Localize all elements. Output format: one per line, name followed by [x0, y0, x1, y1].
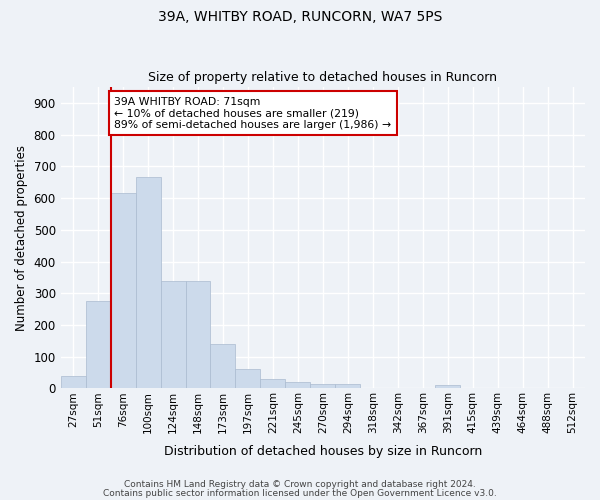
Bar — [310, 384, 335, 388]
Text: 39A WHITBY ROAD: 71sqm
← 10% of detached houses are smaller (219)
89% of semi-de: 39A WHITBY ROAD: 71sqm ← 10% of detached… — [115, 96, 391, 130]
Bar — [86, 301, 110, 388]
Bar — [235, 370, 260, 388]
Bar — [161, 280, 185, 388]
Title: Size of property relative to detached houses in Runcorn: Size of property relative to detached ho… — [148, 72, 497, 85]
Bar — [211, 344, 235, 389]
Bar — [136, 178, 161, 388]
Bar — [260, 379, 286, 388]
Bar — [286, 382, 310, 388]
Text: Contains public sector information licensed under the Open Government Licence v3: Contains public sector information licen… — [103, 488, 497, 498]
Y-axis label: Number of detached properties: Number of detached properties — [15, 145, 28, 331]
Bar — [435, 386, 460, 388]
Bar — [110, 194, 136, 388]
Bar — [61, 376, 86, 388]
Text: Contains HM Land Registry data © Crown copyright and database right 2024.: Contains HM Land Registry data © Crown c… — [124, 480, 476, 489]
Text: 39A, WHITBY ROAD, RUNCORN, WA7 5PS: 39A, WHITBY ROAD, RUNCORN, WA7 5PS — [158, 10, 442, 24]
Bar — [335, 384, 360, 388]
Bar — [185, 280, 211, 388]
X-axis label: Distribution of detached houses by size in Runcorn: Distribution of detached houses by size … — [164, 444, 482, 458]
